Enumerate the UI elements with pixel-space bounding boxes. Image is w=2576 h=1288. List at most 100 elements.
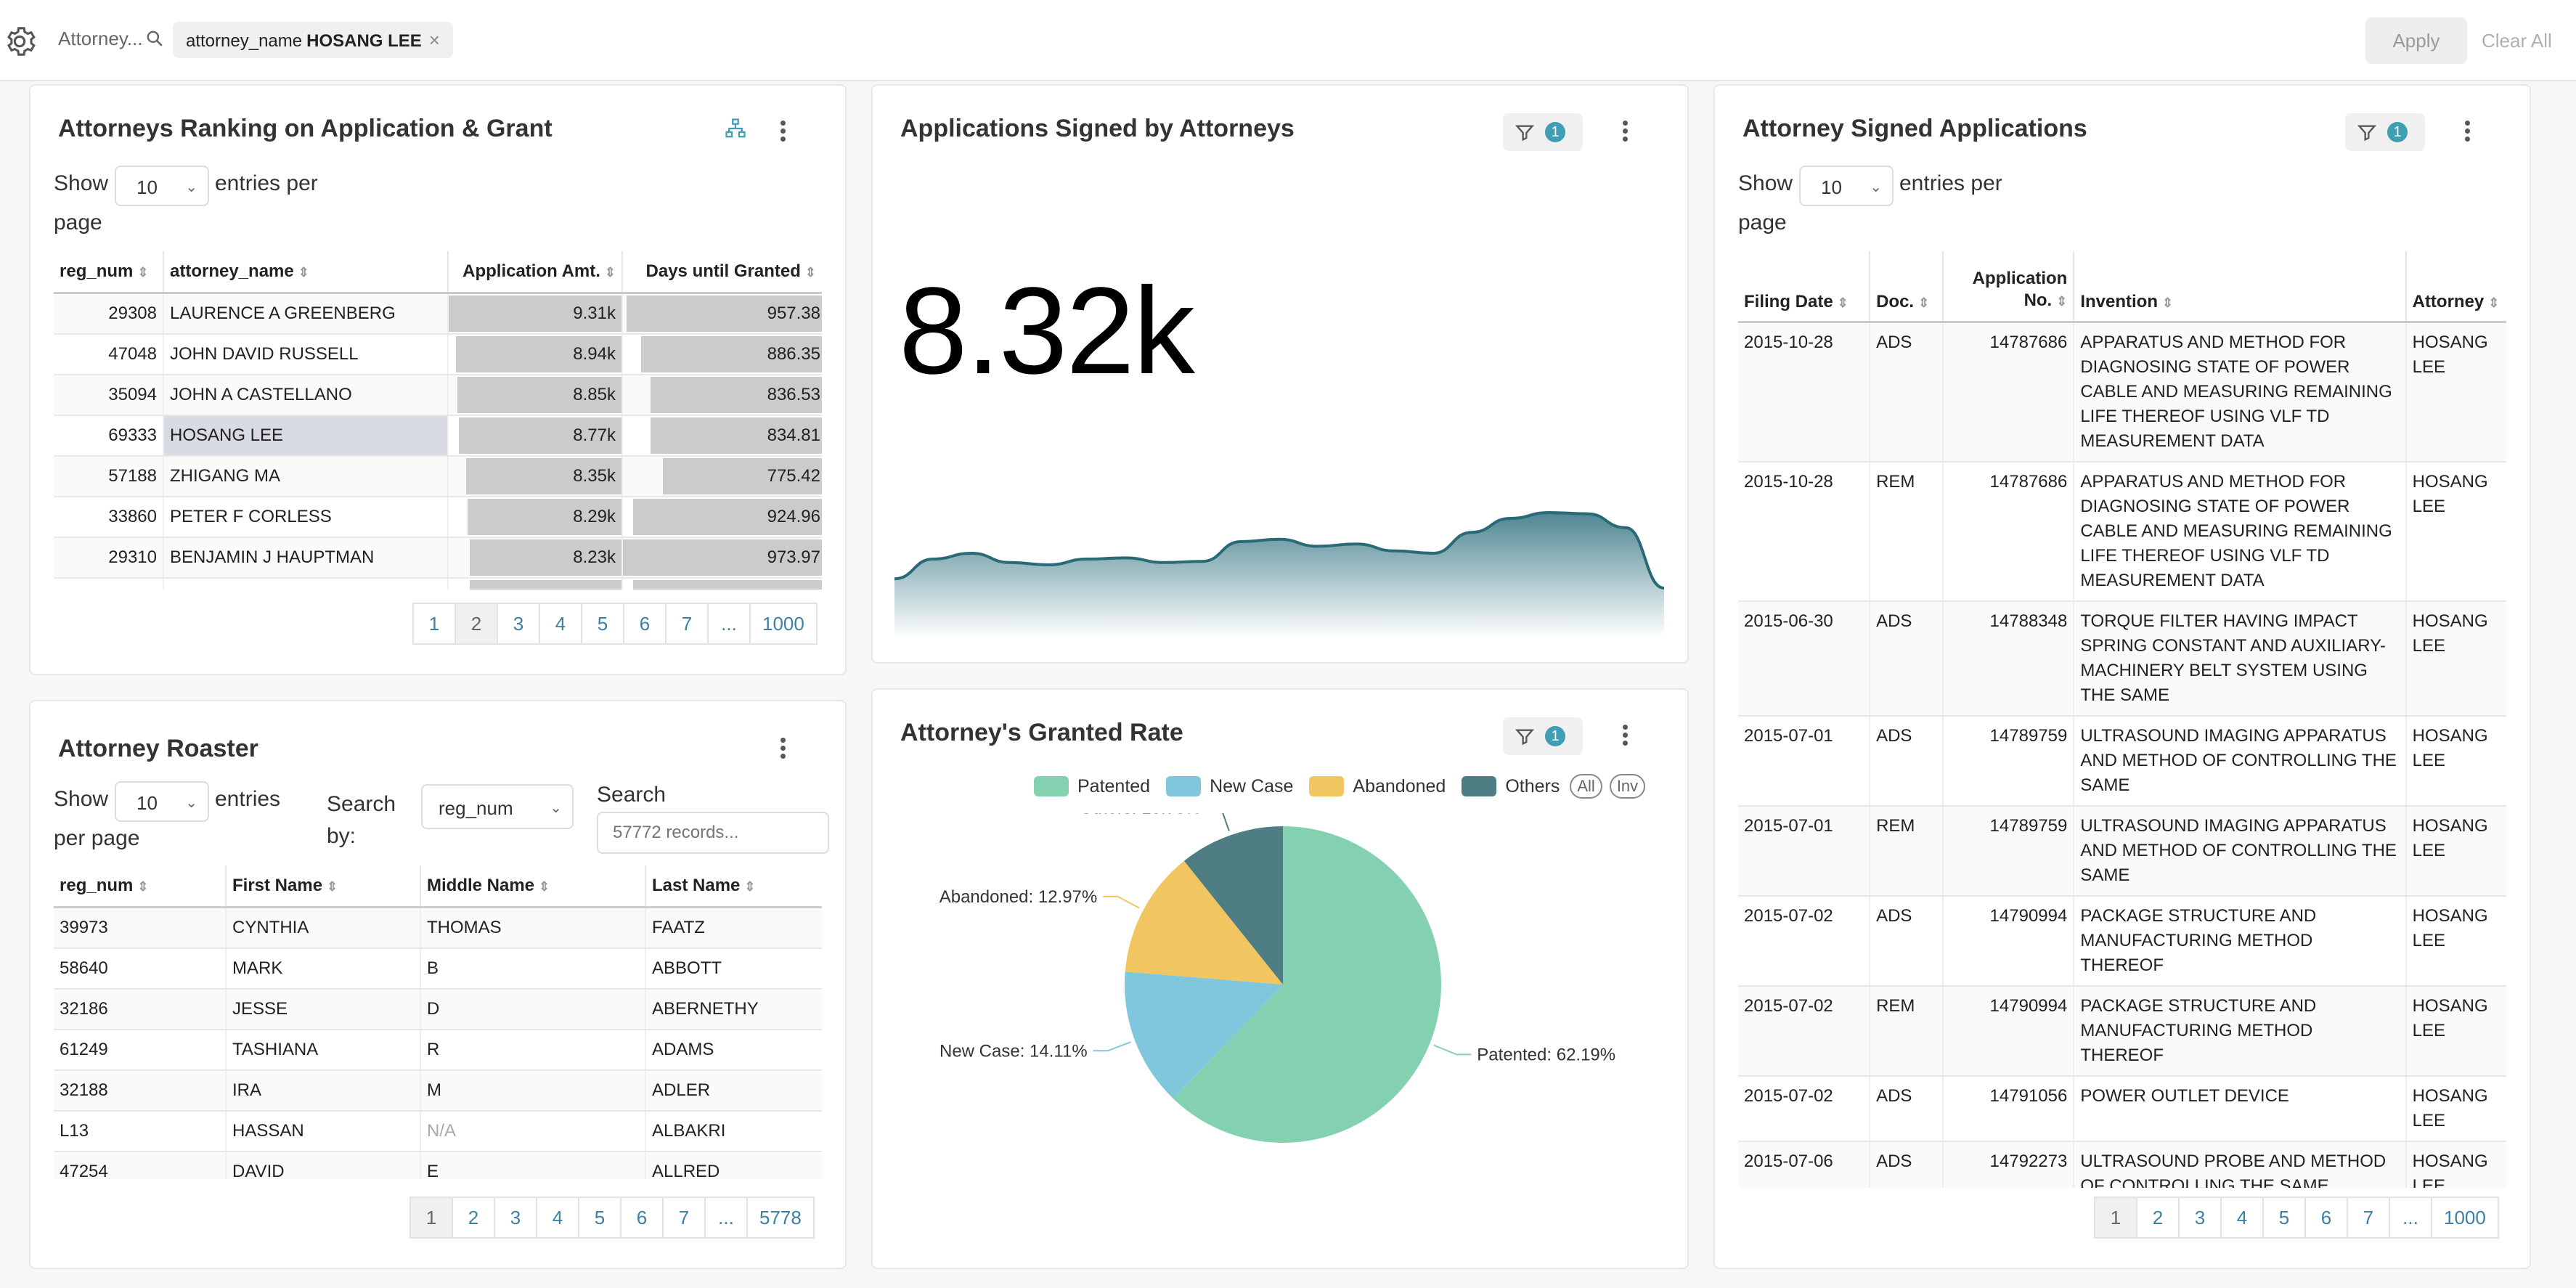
search-input[interactable] — [597, 812, 829, 854]
entries-select[interactable]: 10⌄ — [115, 781, 209, 822]
filter-badge[interactable]: 1 — [1503, 113, 1583, 151]
page-button[interactable]: 7 — [662, 1197, 706, 1239]
page-button[interactable]: 5778 — [746, 1197, 815, 1239]
table-row[interactable]: 61249TASHIANARADAMS — [54, 1030, 822, 1070]
legend-label[interactable]: Abandoned — [1353, 776, 1446, 797]
table-row[interactable]: 2015-07-01ADS14789759ULTRASOUND IMAGING … — [1738, 716, 2506, 806]
column-header[interactable]: Invention⇕ — [2074, 251, 2405, 322]
table-row[interactable]: 47048JOHN DAVID RUSSELL8.94k886.35 — [54, 334, 822, 375]
table-row[interactable]: 2015-06-30ADS14788348TORQUE FILTER HAVIN… — [1738, 601, 2506, 716]
filter-label[interactable]: Attorney... — [58, 28, 143, 50]
column-header[interactable]: Days until Granted⇕ — [622, 251, 822, 293]
column-header[interactable]: attorney_name⇕ — [163, 251, 448, 293]
table-row[interactable]: 32186JESSEDABERNETHY — [54, 989, 822, 1030]
page-button[interactable]: 7 — [2347, 1197, 2390, 1239]
page-button[interactable]: 2 — [2136, 1197, 2180, 1239]
hierarchy-icon[interactable] — [725, 118, 746, 139]
more-menu-icon[interactable] — [778, 735, 787, 764]
column-header[interactable]: Filing Date⇕ — [1738, 251, 1870, 322]
page-button[interactable]: 5 — [2262, 1197, 2306, 1239]
column-header[interactable]: reg_num⇕ — [54, 251, 163, 293]
table-row[interactable]: 58640MARKBABBOTT — [54, 948, 822, 989]
page-button[interactable]: 4 — [539, 603, 582, 645]
column-header[interactable]: Middle Name⇕ — [420, 865, 645, 908]
clear-all-button[interactable]: Clear All — [2482, 17, 2552, 64]
filter-badge[interactable]: 1 — [1503, 717, 1583, 755]
table-row[interactable]: 29310BENJAMIN J HAUPTMAN8.23k973.97 — [54, 537, 822, 578]
table-row[interactable]: 57188ZHIGANG MA8.35k775.42 — [54, 456, 822, 497]
table-row[interactable]: 69333HOSANG LEE8.77k834.81 — [54, 415, 822, 456]
filter-badge[interactable]: 1 — [2345, 113, 2425, 151]
page-button[interactable]: 2 — [452, 1197, 495, 1239]
legend-invert-button[interactable]: Inv — [1610, 774, 1645, 799]
column-header[interactable]: Doc.⇕ — [1870, 251, 1943, 322]
page-button[interactable]: 1000 — [749, 603, 818, 645]
more-menu-icon[interactable] — [778, 118, 787, 147]
page-button[interactable]: 3 — [497, 603, 540, 645]
column-header[interactable]: Application Amt.⇕ — [448, 251, 622, 293]
legend-all-button[interactable]: All — [1570, 774, 1602, 799]
page-button[interactable]: 6 — [620, 1197, 664, 1239]
page-button[interactable]: 2 — [455, 603, 498, 645]
page-button[interactable]: 3 — [494, 1197, 537, 1239]
table-row[interactable]: 2015-07-06ADS14792273ULTRASOUND PROBE AN… — [1738, 1141, 2506, 1188]
table-row[interactable]: 35094JOHN A CASTELLANO8.85k836.53 — [54, 375, 822, 415]
page-button[interactable]: 6 — [623, 603, 667, 645]
table-row[interactable]: 2015-07-02ADS14791056POWER OUTLET DEVICE… — [1738, 1076, 2506, 1141]
gear-icon[interactable] — [3, 25, 36, 58]
table-row[interactable]: 32188IRAMADLER — [54, 1070, 822, 1111]
table-row[interactable]: 47254DAVIDEALLRED — [54, 1152, 822, 1179]
column-header[interactable]: Application No.⇕ — [1943, 251, 2074, 322]
show-label: Show — [54, 171, 108, 196]
column-header[interactable]: Last Name⇕ — [645, 865, 822, 908]
legend-label[interactable]: Patented — [1077, 776, 1150, 797]
search-by-select[interactable]: reg_num⌄ — [421, 784, 574, 829]
table-row[interactable]: 2015-07-01REM14789759ULTRASOUND IMAGING … — [1738, 806, 2506, 896]
page-button[interactable]: 4 — [2220, 1197, 2264, 1239]
legend-swatch[interactable] — [1034, 776, 1069, 796]
table-row[interactable]: 39973CYNTHIATHOMASFAATZ — [54, 908, 822, 949]
column-header[interactable]: Attorney⇕ — [2406, 251, 2506, 322]
close-icon[interactable]: × — [429, 29, 440, 51]
table-row[interactable]: 29308LAURENCE A GREENBERG9.31k957.38 — [54, 293, 822, 335]
page-button[interactable]: 1 — [2094, 1197, 2137, 1239]
chip-value: HOSANG LEE — [306, 31, 422, 51]
more-menu-icon[interactable] — [1621, 118, 1629, 147]
legend-label[interactable]: Others — [1505, 776, 1560, 797]
entries-select[interactable]: 10⌄ — [1799, 166, 1894, 206]
page-button[interactable]: 1 — [409, 1197, 453, 1239]
page-button[interactable]: ... — [704, 1197, 748, 1239]
apply-button[interactable]: Apply — [2365, 17, 2467, 64]
more-menu-icon[interactable] — [1621, 722, 1629, 751]
column-header[interactable]: reg_num⇕ — [54, 865, 226, 908]
legend-swatch[interactable] — [1309, 776, 1344, 796]
table-row[interactable]: 2015-07-02REM14790994PACKAGE STRUCTURE A… — [1738, 986, 2506, 1076]
page-button[interactable]: 5 — [578, 1197, 621, 1239]
table-row[interactable]: 2015-10-28ADS14787686APPARATUS AND METHO… — [1738, 322, 2506, 462]
table-row[interactable]: 2015-07-02ADS14790994PACKAGE STRUCTURE A… — [1738, 896, 2506, 986]
page-button[interactable]: 4 — [536, 1197, 579, 1239]
page-button[interactable]: 3 — [2178, 1197, 2222, 1239]
page-button[interactable]: 5 — [581, 603, 624, 645]
column-header[interactable]: First Name⇕ — [226, 865, 420, 908]
table-row[interactable]: 33860PETER F CORLESS8.29k924.96 — [54, 497, 822, 537]
search-icon[interactable] — [145, 29, 164, 48]
legend-swatch[interactable] — [1166, 776, 1201, 796]
page-button[interactable]: 1 — [412, 603, 456, 645]
cell-first-name: CYNTHIA — [226, 908, 420, 949]
table-row[interactable]: L13HASSANN/AALBAKRI — [54, 1111, 822, 1152]
table-row[interactable]: 2015-10-28REM14787686APPARATUS AND METHO… — [1738, 462, 2506, 601]
more-menu-icon[interactable] — [2463, 118, 2471, 147]
page-button[interactable]: 1000 — [2431, 1197, 2499, 1239]
page-button[interactable]: ... — [2389, 1197, 2432, 1239]
page-button[interactable]: 7 — [665, 603, 709, 645]
page-button[interactable]: ... — [707, 603, 751, 645]
page-button[interactable]: 6 — [2304, 1197, 2348, 1239]
legend-label[interactable]: New Case — [1210, 776, 1293, 797]
table-row[interactable]: 48214DANIEL P MOON8.23k923.84 — [54, 578, 822, 590]
filter-chip[interactable]: attorney_nameHOSANG LEE× — [173, 22, 453, 58]
entries-select[interactable]: 10⌄ — [115, 166, 209, 206]
ranking-table: reg_num⇕ attorney_name⇕ Application Amt.… — [54, 251, 822, 590]
legend-swatch[interactable] — [1462, 776, 1496, 796]
entries-value: 10 — [136, 792, 158, 814]
